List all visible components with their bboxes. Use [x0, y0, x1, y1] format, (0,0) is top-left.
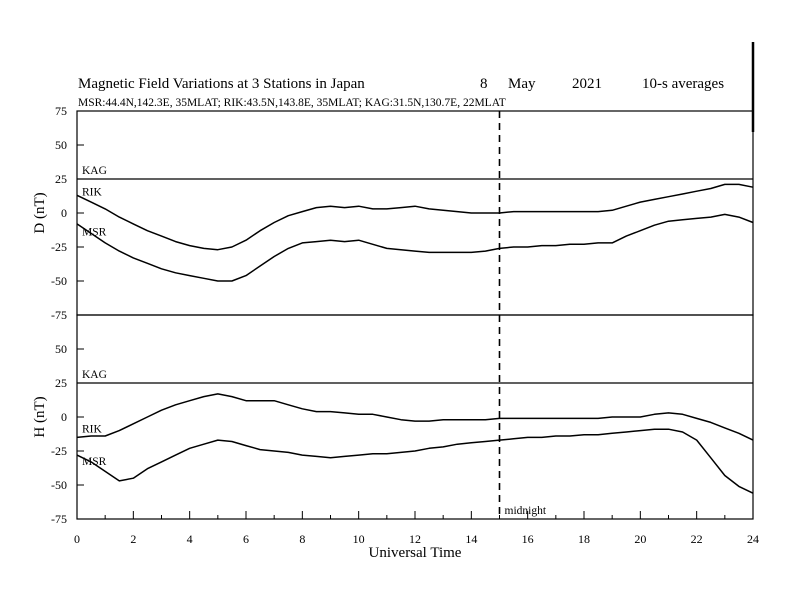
midnight-label: midnight — [505, 505, 547, 517]
y-tick-label: 50 — [55, 138, 67, 152]
y-tick-label: -75 — [51, 512, 67, 526]
y-tick-label: 25 — [55, 376, 67, 390]
series-label-kag: KAG — [82, 369, 107, 381]
series-label-msr: MSR — [82, 456, 107, 468]
h-panel-frame — [76, 314, 754, 520]
series-label-kag: KAG — [82, 165, 107, 177]
x-tick-label: 24 — [747, 532, 759, 546]
h-panel-ylabel: H (nT) — [32, 396, 48, 437]
chart-title: Magnetic Field Variations at 3 Stations … — [78, 76, 365, 92]
x-tick-label: 6 — [243, 532, 249, 546]
x-tick-label: 16 — [522, 532, 534, 546]
x-tick-label: 8 — [299, 532, 305, 546]
series-layer — [76, 178, 754, 494]
series-line-msr-d — [76, 213, 754, 282]
y-tick-label: 50 — [55, 342, 67, 356]
x-tick-label: 4 — [187, 532, 193, 546]
x-tick-label: 10 — [353, 532, 365, 546]
x-tick-label: 18 — [578, 532, 590, 546]
d-panel-ylabel: D (nT) — [32, 192, 48, 233]
series-label-rik: RIK — [82, 424, 103, 436]
y-tick-label: -50 — [51, 274, 67, 288]
x-tick-label: 20 — [634, 532, 646, 546]
y-tick-label: 75 — [55, 104, 67, 118]
y-tick-label: 25 — [55, 172, 67, 186]
x-tick-label: 0 — [74, 532, 80, 546]
y-tick-label: -75 — [51, 308, 67, 322]
series-line-rik-d — [76, 183, 754, 251]
y-tick-label: 0 — [61, 206, 67, 220]
series-labels: KAG RIK MSR KAG RIK MSR — [82, 165, 107, 468]
y-tick-label: -25 — [51, 444, 67, 458]
x-tick-label: 12 — [409, 532, 421, 546]
chart-title-month: May — [508, 76, 536, 92]
x-tick-label: 22 — [691, 532, 703, 546]
d-panel-frame — [76, 110, 754, 316]
series-label-rik: RIK — [82, 186, 103, 198]
series-label-msr: MSR — [82, 227, 107, 239]
chart-title-year: 2021 — [572, 76, 602, 92]
x-axis-label: Universal Time — [369, 545, 462, 561]
x-tick-label: 2 — [130, 532, 136, 546]
station-subtitle: MSR:44.4N,142.3E, 35MLAT; RIK:43.5N,143.… — [78, 97, 506, 109]
axis-ticks: 0 2 4 6 8 10 12 14 16 18 20 22 247550250-25-50-75502… — [51, 104, 759, 546]
y-tick-label: -50 — [51, 478, 67, 492]
series-line-msr-h — [76, 428, 754, 494]
series-line-rik-h — [76, 393, 754, 441]
chart-title-day: 8 — [480, 76, 488, 92]
y-tick-label: -25 — [51, 240, 67, 254]
x-tick-label: 14 — [465, 532, 477, 546]
chart-title-averaging: 10-s averages — [642, 76, 724, 92]
y-tick-label: 0 — [61, 410, 67, 424]
